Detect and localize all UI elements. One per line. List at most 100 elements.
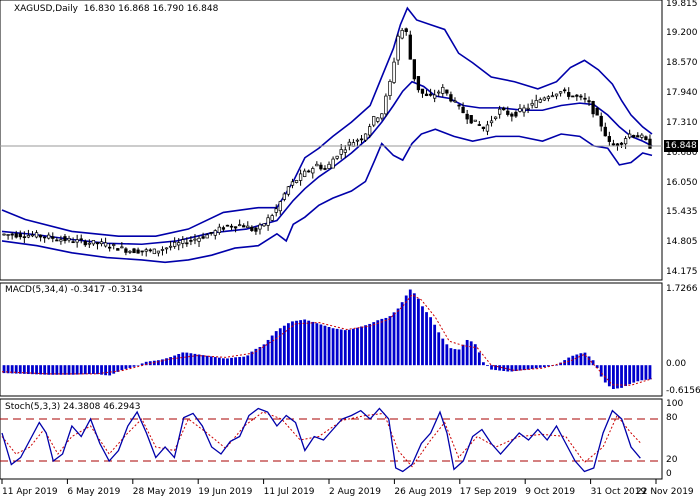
candle-body: [558, 91, 563, 94]
price-axis-label: 15.435: [666, 207, 698, 218]
price-axis-label: 14.175: [666, 267, 698, 277]
candle: [55, 237, 59, 242]
time-axis-label: 28 May 2019: [132, 487, 192, 497]
macd-bar: [22, 365, 26, 374]
candle: [396, 33, 400, 65]
candle-body: [628, 133, 632, 138]
candle: [83, 239, 87, 247]
macd-bar: [258, 346, 262, 366]
candle: [152, 248, 156, 255]
macd-bar: [473, 344, 477, 366]
candle: [71, 237, 75, 244]
price-axis-label: 19.815: [666, 0, 698, 9]
macd-panel: [0, 282, 663, 397]
macd-bar: [583, 352, 587, 366]
macd-bar: [384, 317, 388, 366]
macd-label: MACD(5,34,4) -0.3417 -0.3134: [5, 285, 143, 295]
candle: [611, 139, 616, 146]
macd-bar: [595, 365, 599, 368]
macd-bar: [526, 365, 530, 370]
macd-bar: [169, 357, 172, 366]
candle: [205, 233, 209, 239]
candle-body: [144, 249, 148, 252]
macd-bar: [477, 352, 481, 366]
candle: [644, 135, 648, 141]
candle: [120, 242, 124, 249]
macd-bar: [108, 365, 112, 376]
candle-body: [498, 108, 502, 115]
candle-body: [51, 236, 55, 239]
candle: [587, 96, 591, 106]
candle-body: [640, 134, 644, 138]
macd-bar: [120, 365, 124, 371]
candle-body: [433, 94, 437, 99]
macd-bar: [319, 324, 323, 366]
candle-body: [388, 81, 392, 96]
stoch-panel-frame: [0, 398, 663, 480]
bollinger-middle-line: [1, 80, 653, 246]
candle-body: [83, 241, 87, 246]
candle-body: [274, 208, 278, 213]
candle-body: [514, 111, 518, 117]
candle-body: [554, 93, 559, 97]
candle-body: [14, 233, 18, 238]
candle: [229, 223, 234, 231]
macd-bar: [136, 365, 140, 366]
macd-signal-line: [1, 293, 653, 386]
candle: [43, 236, 47, 243]
stoch-panel: [0, 398, 663, 480]
candle: [128, 250, 132, 255]
candle-body: [363, 133, 368, 141]
candle-body: [331, 158, 335, 169]
time-axis-label: 2 Aug 2019: [329, 487, 381, 497]
candle: [274, 204, 278, 217]
candle: [363, 133, 368, 142]
macd-bar: [624, 365, 627, 387]
candle-body: [47, 234, 51, 239]
candle-body: [67, 238, 71, 241]
candle: [359, 134, 364, 144]
macd-bar: [425, 312, 428, 366]
candle-body: [120, 246, 124, 249]
macd-bar: [209, 356, 213, 366]
candle-body: [87, 242, 91, 245]
macd-bar: [457, 349, 461, 366]
candle: [311, 166, 315, 179]
candle: [514, 110, 518, 118]
candle-body: [43, 236, 47, 239]
macd-bar: [242, 356, 246, 366]
price-axis-label: 14.805: [666, 237, 698, 248]
macd-bar: [518, 365, 522, 371]
time-axis-label: 11 Apr 2019: [2, 487, 58, 497]
candle-body: [591, 101, 595, 115]
macd-bar: [640, 365, 644, 381]
macd-bar: [469, 341, 473, 366]
candle-body: [502, 107, 506, 111]
macd-bar: [104, 365, 107, 376]
macd-bar: [603, 365, 607, 383]
time-axis-label: 26 Aug 2019: [394, 487, 453, 497]
candle-body: [506, 110, 510, 115]
candle: [623, 136, 628, 149]
candle: [278, 200, 282, 215]
candle-body: [583, 97, 587, 100]
candle: [209, 232, 213, 236]
stoch-axis-label: 100: [666, 399, 684, 409]
candle: [343, 145, 347, 159]
macd-bar: [591, 360, 595, 366]
candle: [420, 88, 425, 98]
candle: [335, 155, 339, 161]
macd-bar: [71, 365, 75, 375]
candle-body: [209, 232, 213, 234]
candle: [47, 232, 51, 240]
candle-body: [619, 142, 624, 145]
candle: [26, 229, 31, 239]
macd-bar: [51, 365, 55, 375]
candle-body: [473, 119, 477, 122]
candle-body: [400, 30, 404, 39]
macd-bar: [59, 365, 63, 375]
macd-bar: [331, 328, 335, 366]
macd-bar: [217, 357, 221, 366]
macd-bar: [482, 362, 485, 366]
candle-body: [380, 113, 384, 119]
